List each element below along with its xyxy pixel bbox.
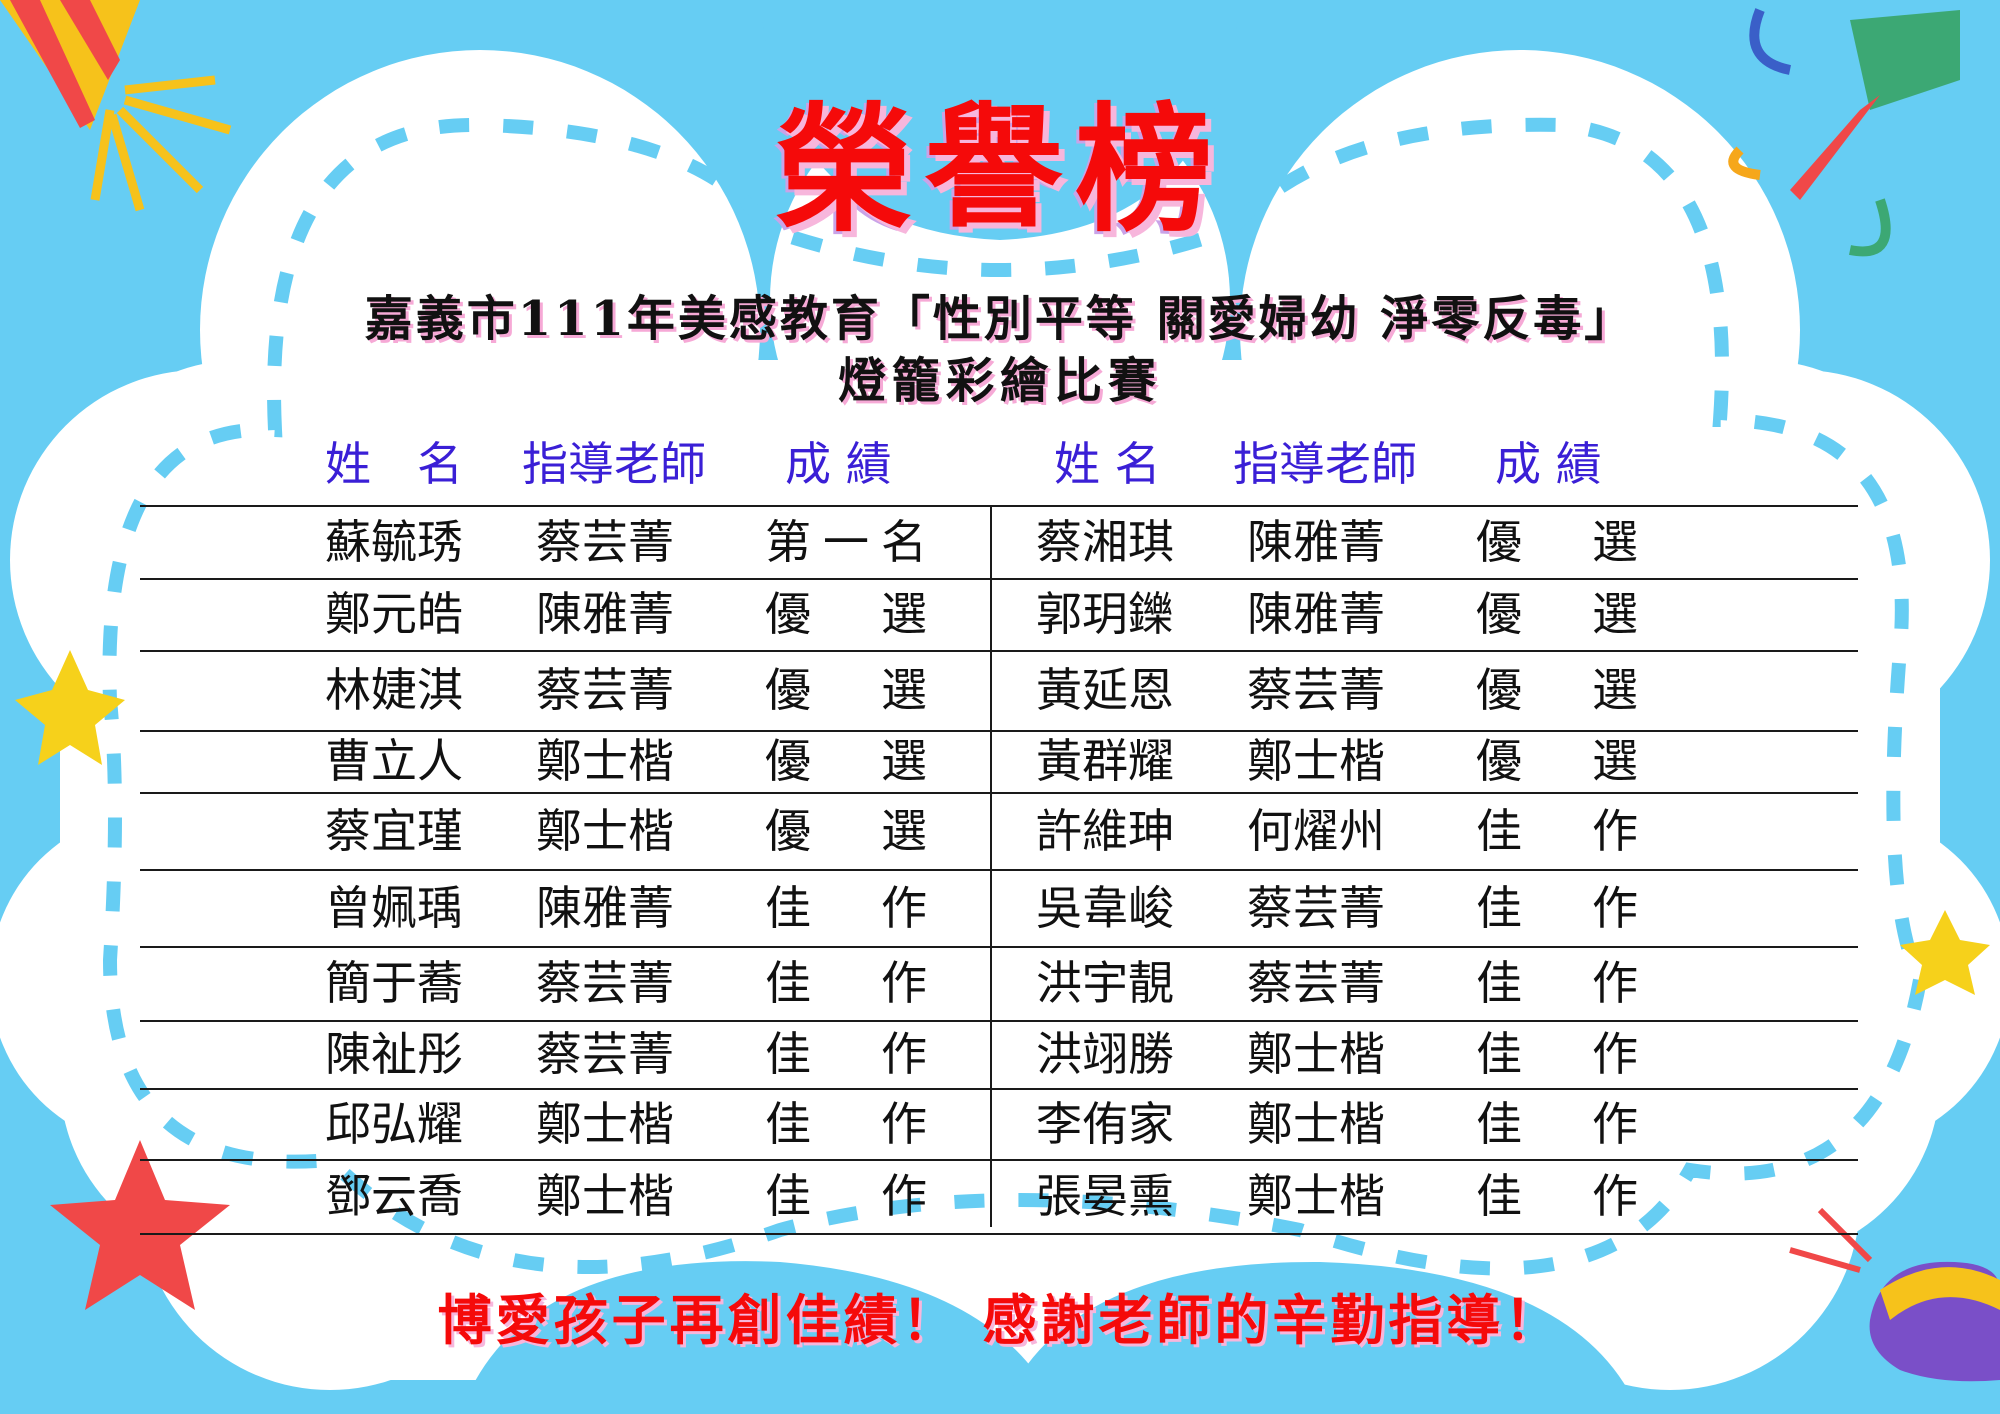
cell-teacher-right: 鄭士楷 xyxy=(1247,1169,1385,1223)
cell-result-right: 佳 作 xyxy=(1476,956,1650,1010)
cell-name-right: 張晏熏 xyxy=(1036,1169,1174,1223)
cell-name-right: 蔡湘琪 xyxy=(1036,514,1174,569)
table-rule xyxy=(140,946,1858,948)
cell-teacher-right: 鄭士楷 xyxy=(1247,734,1385,788)
cell-teacher-right: 鄭士楷 xyxy=(1247,1096,1385,1151)
header-result-left: 成 績 xyxy=(785,437,892,491)
dashed-border xyxy=(102,117,1928,1276)
cell-name-right: 洪翊勝 xyxy=(1036,1027,1174,1081)
cell-teacher-left: 蔡芸菁 xyxy=(536,956,674,1010)
table-rule xyxy=(140,1088,1858,1090)
cell-teacher-right: 鄭士楷 xyxy=(1247,1027,1385,1081)
cell-teacher-left: 陳雅菁 xyxy=(536,587,674,641)
cell-teacher-right: 蔡芸菁 xyxy=(1247,956,1385,1010)
table-rule xyxy=(140,1020,1858,1022)
header-teacher-left: 指導老師 xyxy=(522,437,706,491)
cell-name-right: 許維珅 xyxy=(1036,803,1174,858)
header-result-right: 成 績 xyxy=(1495,437,1602,491)
cell-result-right: 佳 作 xyxy=(1476,1169,1650,1223)
table-divider xyxy=(990,507,992,1227)
cell-name-right: 郭玥鑠 xyxy=(1036,587,1174,641)
table-rule xyxy=(140,792,1858,794)
cell-result-left: 優 選 xyxy=(765,803,939,858)
header-teacher-right: 指導老師 xyxy=(1233,437,1417,491)
table-rule xyxy=(140,1159,1858,1161)
table-rule xyxy=(140,869,1858,871)
cell-result-right: 佳 作 xyxy=(1476,880,1650,935)
cell-result-right: 優 選 xyxy=(1476,514,1650,569)
cell-teacher-left: 陳雅菁 xyxy=(536,880,674,935)
cell-name-right: 吳韋峻 xyxy=(1036,880,1174,935)
cell-name-right: 黃群耀 xyxy=(1036,734,1174,788)
page-title: 榮譽榜 xyxy=(774,88,1225,251)
cell-result-left: 佳 作 xyxy=(765,880,939,935)
cell-teacher-right: 陳雅菁 xyxy=(1247,587,1385,641)
cloud-gaps xyxy=(460,0,1640,1414)
cell-result-left: 優 選 xyxy=(765,663,939,717)
party-hat-icon xyxy=(0,0,232,212)
event-subtitle-line2: 燈籠彩繪比賽 xyxy=(837,353,1162,409)
cell-name-left: 鄧云喬 xyxy=(325,1169,463,1223)
cell-teacher-left: 鄭士楷 xyxy=(536,1169,674,1223)
party-horn-icon xyxy=(1789,1207,2000,1382)
cell-name-left: 蔡宜瑾 xyxy=(325,803,463,858)
cell-result-left: 佳 作 xyxy=(765,1096,939,1151)
cell-result-left: 佳 作 xyxy=(765,1169,939,1223)
event-subtitle: 嘉義市111年美感教育「性別平等 關愛婦幼 淨零反毒」 xyxy=(364,291,1636,347)
cell-teacher-right: 何燿州 xyxy=(1247,803,1385,858)
cell-result-right: 佳 作 xyxy=(1476,803,1650,858)
cell-name-left: 曹立人 xyxy=(325,734,463,788)
cell-name-left: 邱弘耀 xyxy=(325,1096,463,1151)
cell-teacher-right: 陳雅菁 xyxy=(1247,514,1385,569)
cell-teacher-left: 蔡芸菁 xyxy=(536,514,674,569)
cell-result-left: 第一名 xyxy=(765,514,939,569)
cell-result-right: 優 選 xyxy=(1476,663,1650,717)
header-name-right: 姓 名 xyxy=(1054,437,1161,491)
cell-result-left: 佳 作 xyxy=(765,956,939,1010)
cell-name-left: 陳祉彤 xyxy=(325,1027,463,1081)
cell-result-left: 佳 作 xyxy=(765,1027,939,1081)
cell-teacher-left: 鄭士楷 xyxy=(536,734,674,788)
table-rule xyxy=(140,578,1858,580)
cell-name-right: 李侑家 xyxy=(1036,1096,1174,1151)
confetti-popper-icon xyxy=(1728,8,1960,257)
cell-name-right: 洪宇靚 xyxy=(1036,956,1174,1010)
table-rule xyxy=(140,730,1858,732)
cell-teacher-right: 蔡芸菁 xyxy=(1247,880,1385,935)
cell-teacher-left: 鄭士楷 xyxy=(536,1096,674,1151)
cell-name-left: 蘇毓琇 xyxy=(325,514,463,569)
header-name-left: 姓 名 xyxy=(325,437,463,491)
cell-teacher-left: 蔡芸菁 xyxy=(536,663,674,717)
cell-teacher-left: 鄭士楷 xyxy=(536,803,674,858)
cell-name-left: 鄭元皓 xyxy=(325,587,463,641)
cloud-shape xyxy=(0,50,2000,1390)
table-rule xyxy=(140,505,1858,507)
cell-name-right: 黃延恩 xyxy=(1036,663,1174,717)
cell-result-right: 優 選 xyxy=(1476,587,1650,641)
cell-name-left: 簡于蕎 xyxy=(325,956,463,1010)
star-icon xyxy=(15,650,1990,1310)
cell-result-right: 佳 作 xyxy=(1476,1027,1650,1081)
footer-message: 博愛孩子再創佳績！ 感謝老師的辛勤指導！ xyxy=(437,1288,1563,1352)
cell-name-left: 曾姵瑀 xyxy=(325,880,463,935)
cell-result-right: 佳 作 xyxy=(1476,1096,1650,1151)
cell-result-left: 優 選 xyxy=(765,734,939,788)
cell-name-left: 林婕淇 xyxy=(325,663,463,717)
table-rule xyxy=(140,650,1858,652)
table-rule xyxy=(140,1233,1858,1235)
cell-teacher-right: 蔡芸菁 xyxy=(1247,663,1385,717)
cell-teacher-left: 蔡芸菁 xyxy=(536,1027,674,1081)
cell-result-right: 優 選 xyxy=(1476,734,1650,788)
cell-result-left: 優 選 xyxy=(765,587,939,641)
